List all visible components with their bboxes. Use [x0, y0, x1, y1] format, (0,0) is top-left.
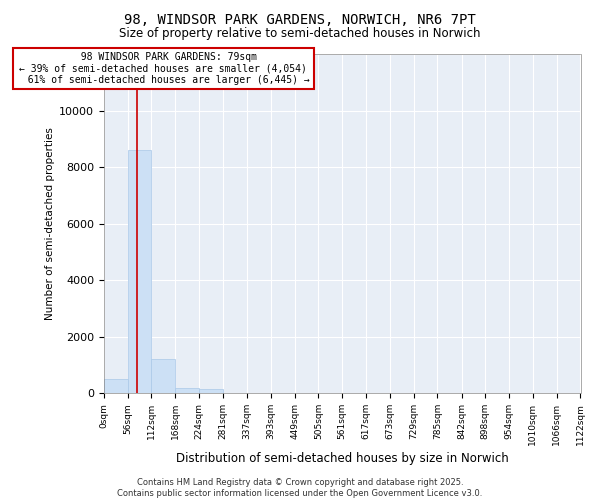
- Text: Size of property relative to semi-detached houses in Norwich: Size of property relative to semi-detach…: [119, 28, 481, 40]
- Text: 98 WINDSOR PARK GARDENS: 79sqm
← 39% of semi-detached houses are smaller (4,054): 98 WINDSOR PARK GARDENS: 79sqm ← 39% of …: [16, 52, 310, 84]
- Bar: [223, 392, 247, 393]
- Text: 98, WINDSOR PARK GARDENS, NORWICH, NR6 7PT: 98, WINDSOR PARK GARDENS, NORWICH, NR6 7…: [124, 12, 476, 26]
- Bar: [199, 389, 223, 393]
- Bar: [175, 388, 199, 393]
- Y-axis label: Number of semi-detached properties: Number of semi-detached properties: [45, 127, 55, 320]
- X-axis label: Distribution of semi-detached houses by size in Norwich: Distribution of semi-detached houses by …: [176, 452, 509, 465]
- Text: Contains HM Land Registry data © Crown copyright and database right 2025.
Contai: Contains HM Land Registry data © Crown c…: [118, 478, 482, 498]
- Bar: [104, 379, 128, 393]
- Bar: [151, 360, 175, 393]
- Bar: [128, 150, 151, 393]
